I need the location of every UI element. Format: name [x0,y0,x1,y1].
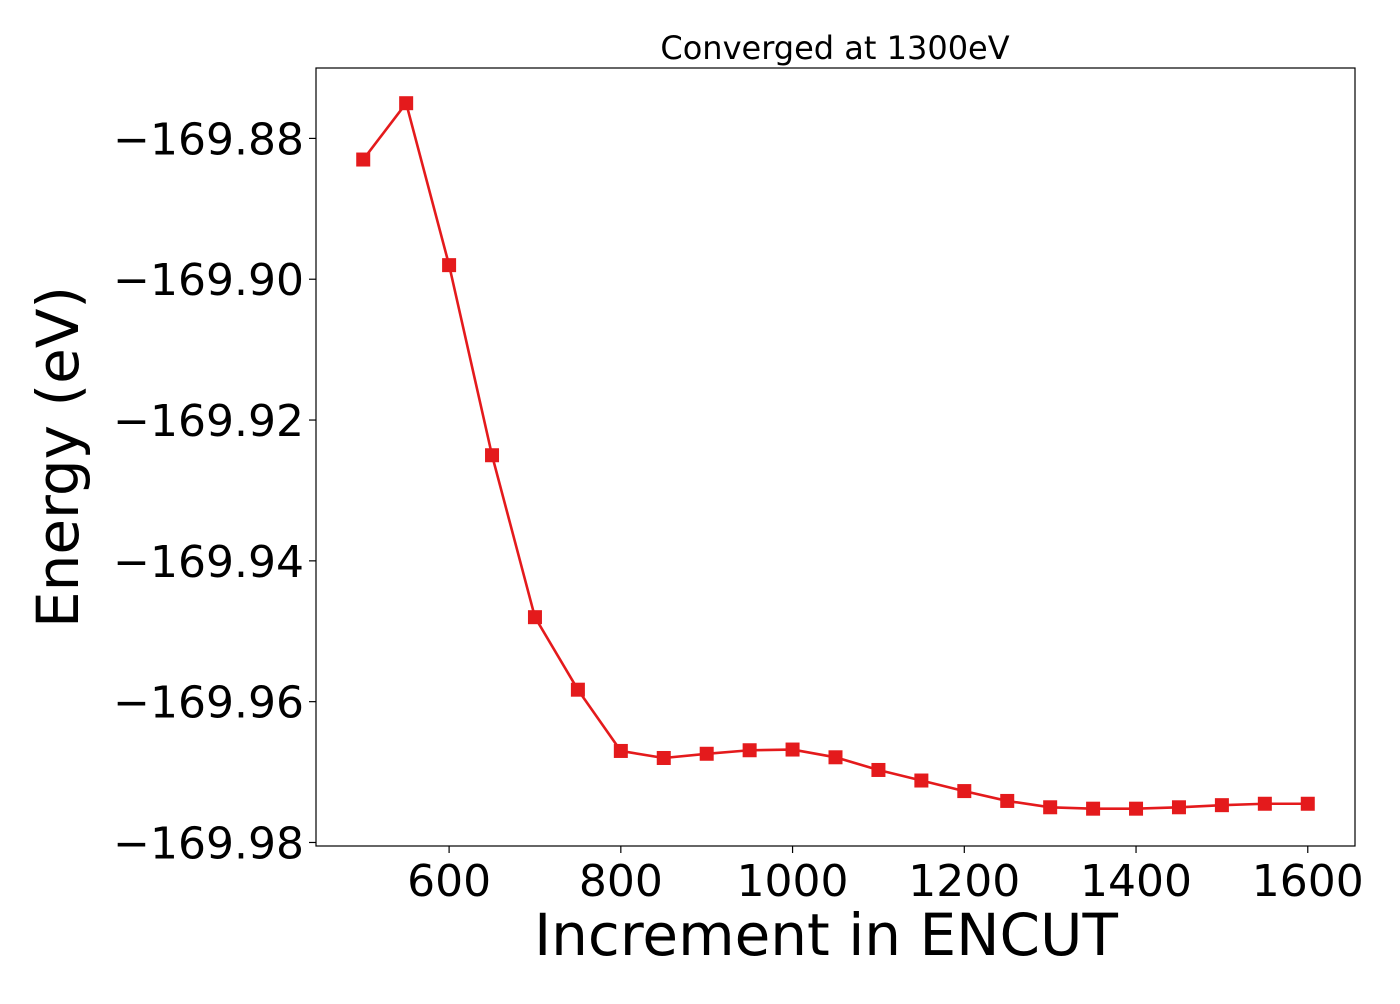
data-point-marker [1043,800,1058,815]
series-line [362,101,1308,810]
data-point-marker [442,258,457,273]
data-point-marker [527,610,542,625]
x-tick-label: 1200 [908,856,1020,907]
y-tick-label: −169.94 [113,537,304,588]
data-point-marker [1214,798,1229,813]
data-point-marker [485,448,500,463]
data-point-marker [871,762,886,777]
data-point-marker [1086,801,1101,816]
data-point-marker [570,682,585,697]
chart-title: Converged at 1300eV [660,29,1009,67]
x-tick-label: 600 [407,856,491,907]
y-tick-label: −169.90 [113,255,304,306]
data-point-marker [957,784,972,799]
x-axis: 600 800 1000 1200 1400 1600 [407,846,1364,907]
x-tick-label: 800 [579,856,663,907]
data-point-marker [1000,793,1015,808]
x-tick-label: 1400 [1080,856,1192,907]
x-tick-label: 1000 [737,856,849,907]
y-tick-label: −169.98 [113,818,304,869]
data-point-marker [742,743,757,758]
data-point-marker [914,773,929,788]
data-point-marker [399,96,414,111]
data-point-marker [656,750,671,765]
y-tick-label: −169.92 [113,396,304,447]
y-axis: −169.88 −169.90 −169.92 −169.94 −169.96 −169.… [113,114,316,869]
x-axis-label: Increment in ENCUT [534,901,1118,969]
plot-area-frame [315,67,1356,847]
data-point-marker [356,152,371,167]
data-point-marker [613,743,628,758]
data-point-marker [1257,796,1272,811]
y-tick-label: −169.88 [113,114,304,165]
data-point-marker [1129,801,1144,816]
data-point-marker [785,742,800,757]
x-tick-label: 1600 [1252,856,1364,907]
data-point-marker [1171,800,1186,815]
y-tick-label: −169.96 [113,678,304,729]
series-layer [356,96,1315,816]
data-point-marker [1300,796,1315,811]
data-point-marker [699,746,714,761]
data-point-marker [828,750,843,765]
y-axis-label: Energy (eV) [24,286,92,628]
